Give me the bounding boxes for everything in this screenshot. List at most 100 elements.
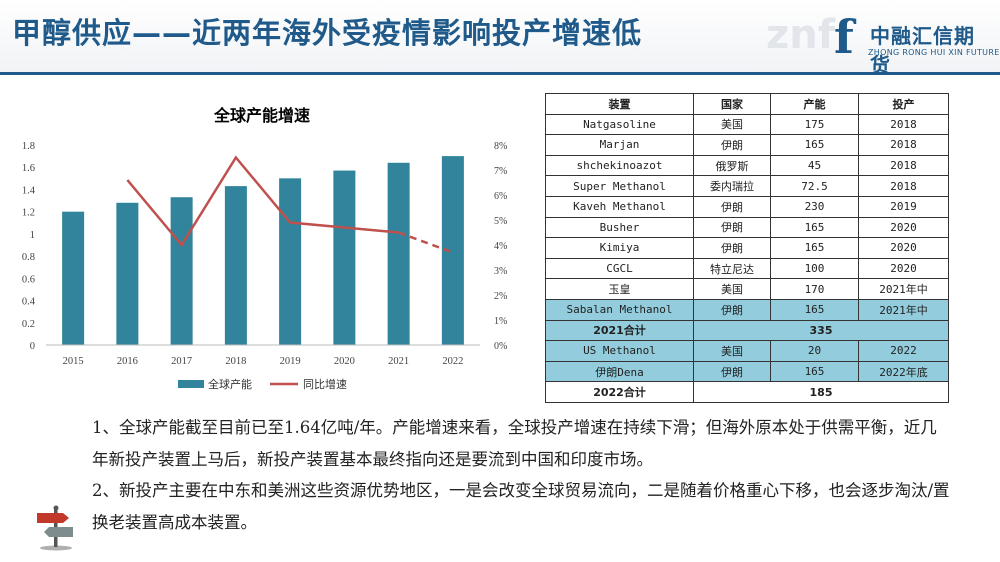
legend-label-bar: 全球产能 <box>208 377 252 391</box>
capacity-growth-chart: 全球产能增速 0 0.2 0.4 0.6 0.8 1 1.2 1.4 1.6 1.8 0% 1% 2% 3… <box>0 92 540 402</box>
country-cell: 俄罗斯 <box>693 154 771 177</box>
plant-cell: CGCL <box>545 257 694 280</box>
table-row: Busher 伊朗 165 2020 <box>545 216 949 239</box>
plant-cell: Marjan <box>545 134 694 156</box>
table-header-row: 装置 国家 产能 投产 <box>545 93 949 115</box>
country-cell: 伊朗 <box>693 237 771 259</box>
paragraph-1: 1、全球产能截至目前已至1.64亿吨/年。产能增速来看，全球投产增速在持续下滑；… <box>92 418 937 469</box>
table-row: US Methanol 美国 20 2022 <box>545 340 949 362</box>
signpost-icon <box>37 505 73 551</box>
chart-axes: 0 0.2 0.4 0.6 0.8 1 1.2 1.4 1.6 1.8 0% 1% 2% 3% 4% 5% 6%… <box>22 141 507 367</box>
capacity-cell: 45 <box>770 154 859 177</box>
y-tick-label: 1.2 <box>22 208 35 219</box>
startup-cell: 2020 <box>858 237 949 259</box>
y2-tick-label: 1% <box>494 316 507 327</box>
y2-tick-label: 6% <box>494 191 507 202</box>
capacity-cell: 165 <box>770 237 859 259</box>
bar-2022 <box>441 156 464 345</box>
y-tick-label: 1.4 <box>22 185 36 196</box>
header-country: 国家 <box>693 93 771 115</box>
y2-tick-label: 2% <box>494 291 507 302</box>
table-row: 伊朗Dena 伊朗 165 2022年底 <box>545 360 949 383</box>
table-row: 玉皇 美国 170 2021年中 <box>545 278 949 300</box>
country-cell: 委内瑞拉 <box>693 175 771 197</box>
total-2022-label: 2022合计 <box>545 381 694 403</box>
total-2022-row: 2022合计 185 <box>545 381 949 403</box>
logo-english-name: ZHONG RONG HUI XIN FUTURES <box>868 48 1000 57</box>
capacity-cell: 170 <box>770 278 859 300</box>
bar-series <box>62 156 464 345</box>
capacity-cell: 230 <box>770 195 859 218</box>
logo-f-icon: f <box>834 10 854 64</box>
startup-cell: 2019 <box>858 195 949 218</box>
chart-title: 全球产能增速 <box>213 106 310 125</box>
startup-cell: 2020 <box>858 216 949 239</box>
bar-2018 <box>224 186 247 345</box>
x-tick-label: 2015 <box>63 356 84 367</box>
y-tick-label: 0.2 <box>22 319 35 330</box>
analysis-text: 1、全球产能截至目前已至1.64亿吨/年。产能增速来看，全球投产增速在持续下滑；… <box>92 412 952 538</box>
table-row: Natgasoline 美国 175 2018 <box>545 113 949 136</box>
country-cell: 伊朗 <box>693 195 771 218</box>
x-tick-label: 2018 <box>225 356 246 367</box>
total-2021-value: 335 <box>693 319 949 342</box>
bar-2021 <box>387 162 410 345</box>
startup-cell: 2022 <box>858 340 949 362</box>
legend-swatch-bar <box>178 380 204 388</box>
header-startup: 投产 <box>858 93 949 115</box>
plant-cell: Busher <box>545 216 694 239</box>
company-logo: znf f 中融汇信期货 ZHONG RONG HUI XIN FUTURES <box>760 8 1000 77</box>
y-tick-label: 1 <box>30 230 35 241</box>
plant-cell: US Methanol <box>545 340 694 362</box>
startup-cell: 2022年底 <box>858 360 949 383</box>
header-capacity: 产能 <box>770 93 859 115</box>
y2-tick-label: 4% <box>494 241 507 252</box>
plant-cell: Kimiya <box>545 237 694 259</box>
capacity-cell: 72.5 <box>770 175 859 197</box>
growth-line-solid <box>126 155 399 248</box>
legend-label-line: 同比增速 <box>303 377 347 391</box>
bar-2017 <box>170 197 193 345</box>
capacity-cell: 165 <box>770 298 859 321</box>
paragraph-2: 2、新投产主要在中东和美洲这些资源优势地区，一是会改变全球贸易流向，二是随着价格… <box>92 481 950 532</box>
country-cell: 美国 <box>693 340 771 362</box>
total-2022-value: 185 <box>693 381 949 403</box>
header-plant: 装置 <box>545 93 694 115</box>
capacity-cell: 165 <box>770 134 859 156</box>
x-tick-label: 2021 <box>388 356 409 367</box>
plant-cell: Super Methanol <box>545 175 694 197</box>
country-cell: 美国 <box>693 113 771 136</box>
plant-cell: Natgasoline <box>545 113 694 136</box>
table-row: CGCL 特立尼达 100 2020 <box>545 257 949 280</box>
plant-cell: 伊朗Dena <box>545 360 694 383</box>
x-tick-label: 2016 <box>117 356 138 367</box>
y-tick-label: 1.6 <box>22 163 35 174</box>
header-divider <box>0 72 1000 75</box>
country-cell: 美国 <box>693 278 771 300</box>
table-row: Super Methanol 委内瑞拉 72.5 2018 <box>545 175 949 197</box>
y-tick-label: 1.8 <box>22 141 35 152</box>
x-tick-label: 2022 <box>442 356 463 367</box>
table-row: shchekinoazot 俄罗斯 45 2018 <box>545 154 949 177</box>
country-cell: 伊朗 <box>693 298 771 321</box>
line-series <box>126 155 454 254</box>
y-tick-label: 0 <box>30 341 35 352</box>
growth-line-dashed <box>398 231 454 254</box>
table-row: Sabalan Methanol 伊朗 165 2021年中 <box>545 298 949 321</box>
plant-cell: Kaveh Methanol <box>545 195 694 218</box>
bar-2020 <box>333 170 356 345</box>
y2-tick-label: 8% <box>494 141 507 152</box>
y2-tick-label: 7% <box>494 166 507 177</box>
capacity-cell: 20 <box>770 340 859 362</box>
startup-cell: 2021年中 <box>858 298 949 321</box>
country-cell: 特立尼达 <box>693 257 771 280</box>
x-tick-label: 2017 <box>171 356 192 367</box>
plant-cell: Sabalan Methanol <box>545 298 694 321</box>
y-tick-label: 0.6 <box>22 274 35 285</box>
logo-chinese-name: 中融汇信期货 <box>870 24 975 77</box>
y-tick-label: 0.8 <box>22 252 35 263</box>
x-tick-label: 2019 <box>280 356 301 367</box>
startup-cell: 2018 <box>858 113 949 136</box>
capacity-cell: 165 <box>770 216 859 239</box>
bar-2015 <box>62 211 85 345</box>
